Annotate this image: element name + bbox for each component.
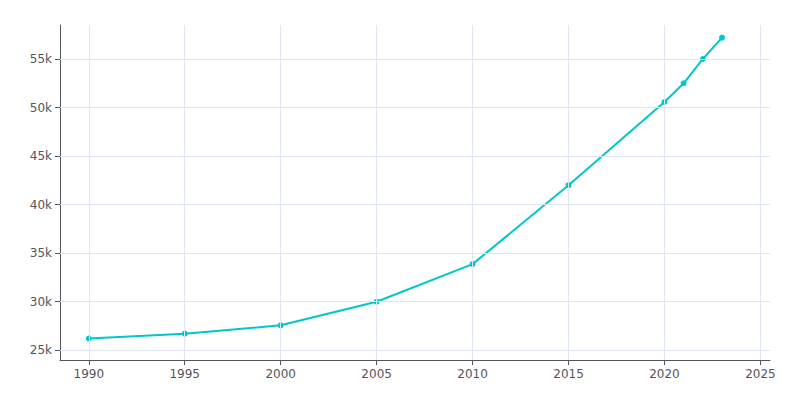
svg-text:40k: 40k: [30, 198, 52, 212]
svg-text:2020: 2020: [649, 367, 680, 381]
svg-text:1990: 1990: [74, 367, 105, 381]
svg-text:30k: 30k: [30, 295, 52, 309]
svg-text:2005: 2005: [361, 367, 392, 381]
svg-text:2010: 2010: [457, 367, 488, 381]
svg-text:2000: 2000: [265, 367, 296, 381]
svg-text:2015: 2015: [553, 367, 584, 381]
svg-text:25k: 25k: [30, 343, 52, 357]
svg-text:50k: 50k: [30, 101, 52, 115]
svg-text:55k: 55k: [30, 52, 52, 66]
svg-text:45k: 45k: [30, 149, 52, 163]
svg-text:35k: 35k: [30, 246, 52, 260]
svg-text:2025: 2025: [745, 367, 776, 381]
svg-text:1995: 1995: [169, 367, 200, 381]
